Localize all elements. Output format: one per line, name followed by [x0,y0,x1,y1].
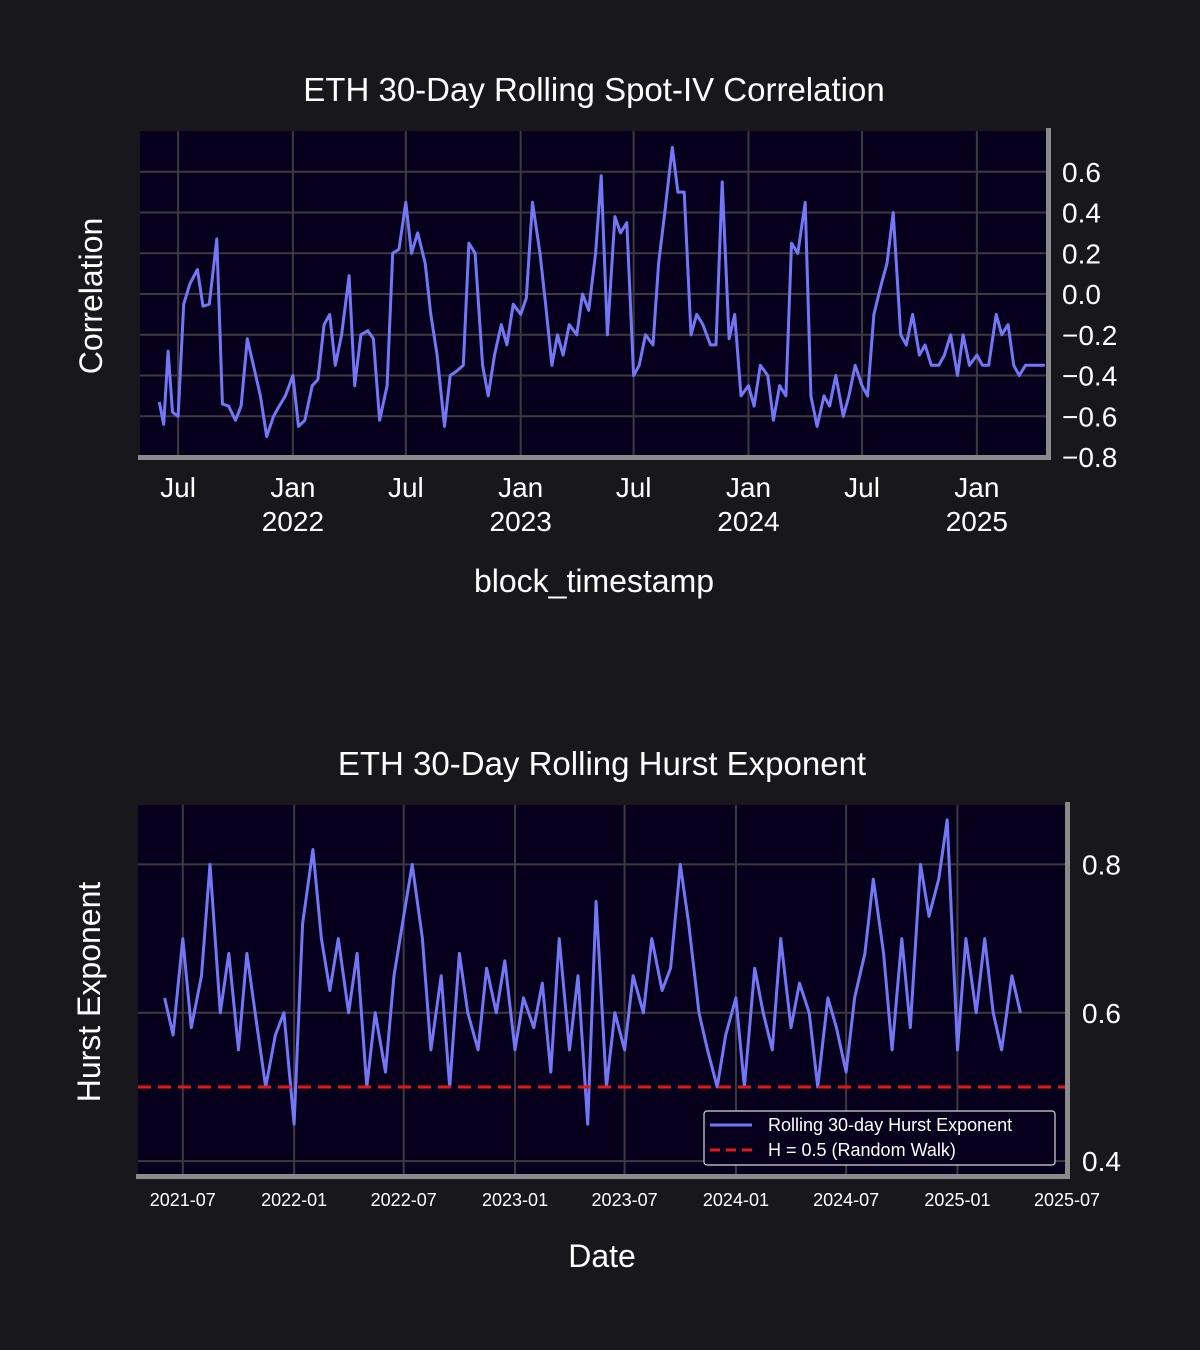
legend-label-random-walk: H = 0.5 (Random Walk) [768,1140,956,1160]
correlation-x-tick-label: Jan [954,472,999,503]
hurst-x-tick-label: 2025-01 [924,1190,990,1210]
correlation-x-tick-label: Jan [498,472,543,503]
correlation-series-group [157,145,1045,439]
correlation-y-ticks: −0.8 −0.6 −0.4 −0.2 0.0 0.2 0.4 0.6 [1062,157,1117,473]
hurst-x-tick-label: 2024-07 [813,1190,879,1210]
correlation-x-tick-year: 2023 [490,506,552,537]
correlation-x-tick-label: Jan [726,472,771,503]
hurst-x-ticks: 2021-07 2022-01 2022-07 2023-01 2023-07 2024-… [150,1190,1100,1210]
correlation-x-tick-label: Jul [388,472,424,503]
hurst-chart-title: ETH 30-Day Rolling Hurst Exponent [338,745,866,782]
correlation-x-tick-year: 2025 [946,506,1008,537]
correlation-y-tick-label: −0.8 [1062,442,1117,473]
correlation-x-tick-year: 2022 [262,506,324,537]
hurst-x-tick-label: 2021-07 [150,1190,216,1210]
correlation-chart-title: ETH 30-Day Rolling Spot-IV Correlation [303,71,884,108]
hurst-series-line [163,818,1022,1126]
hurst-x-tick-label: 2023-01 [482,1190,548,1210]
hurst-y-ticks: 0.4 0.6 0.8 [1082,849,1121,1177]
hurst-legend: Rolling 30-day Hurst Exponent H = 0.5 (R… [703,1110,1056,1166]
hurst-chart: ETH 30-Day Rolling Hurst Exponent 0.4 0.6… [71,745,1121,1274]
correlation-y-tick-label: 0.4 [1062,198,1101,229]
hurst-y-tick-label: 0.8 [1082,849,1121,880]
hurst-x-tick-label: 2022-07 [371,1190,437,1210]
hurst-y-tick-label: 0.6 [1082,998,1121,1029]
correlation-y-tick-label: 0.2 [1062,238,1101,269]
hurst-y-tick-label: 0.4 [1082,1146,1121,1177]
correlation-x-tick-label: Jan [270,472,315,503]
correlation-y-tick-label: 0.0 [1062,279,1101,310]
legend-label-hurst: Rolling 30-day Hurst Exponent [768,1115,1012,1135]
correlation-x-tick-label: Jul [844,472,880,503]
correlation-x-tick-year: 2024 [717,506,779,537]
correlation-chart: ETH 30-Day Rolling Spot-IV Correlation −… [73,71,1117,599]
correlation-y-tick-label: −0.2 [1062,320,1117,351]
hurst-x-tick-label: 2025-07 [1034,1190,1100,1210]
correlation-y-tick-label: −0.4 [1062,361,1117,392]
correlation-x-tick-label: Jul [616,472,652,503]
hurst-x-tick-label: 2024-01 [703,1190,769,1210]
hurst-x-axis-label: Date [568,1238,636,1274]
hurst-x-tick-label: 2022-01 [261,1190,327,1210]
correlation-series-line [157,145,1045,439]
hurst-y-axis-label: Hurst Exponent [71,882,107,1103]
correlation-x-tick-label: Jul [160,472,196,503]
hurst-series-group [163,818,1022,1126]
correlation-y-axis-label: Correlation [73,218,109,375]
legend-frame [703,1110,1056,1166]
correlation-y-tick-label: 0.6 [1062,157,1101,188]
hurst-x-tick-label: 2023-07 [592,1190,658,1210]
correlation-y-tick-label: −0.6 [1062,401,1117,432]
correlation-x-axis-label: block_timestamp [474,563,714,599]
